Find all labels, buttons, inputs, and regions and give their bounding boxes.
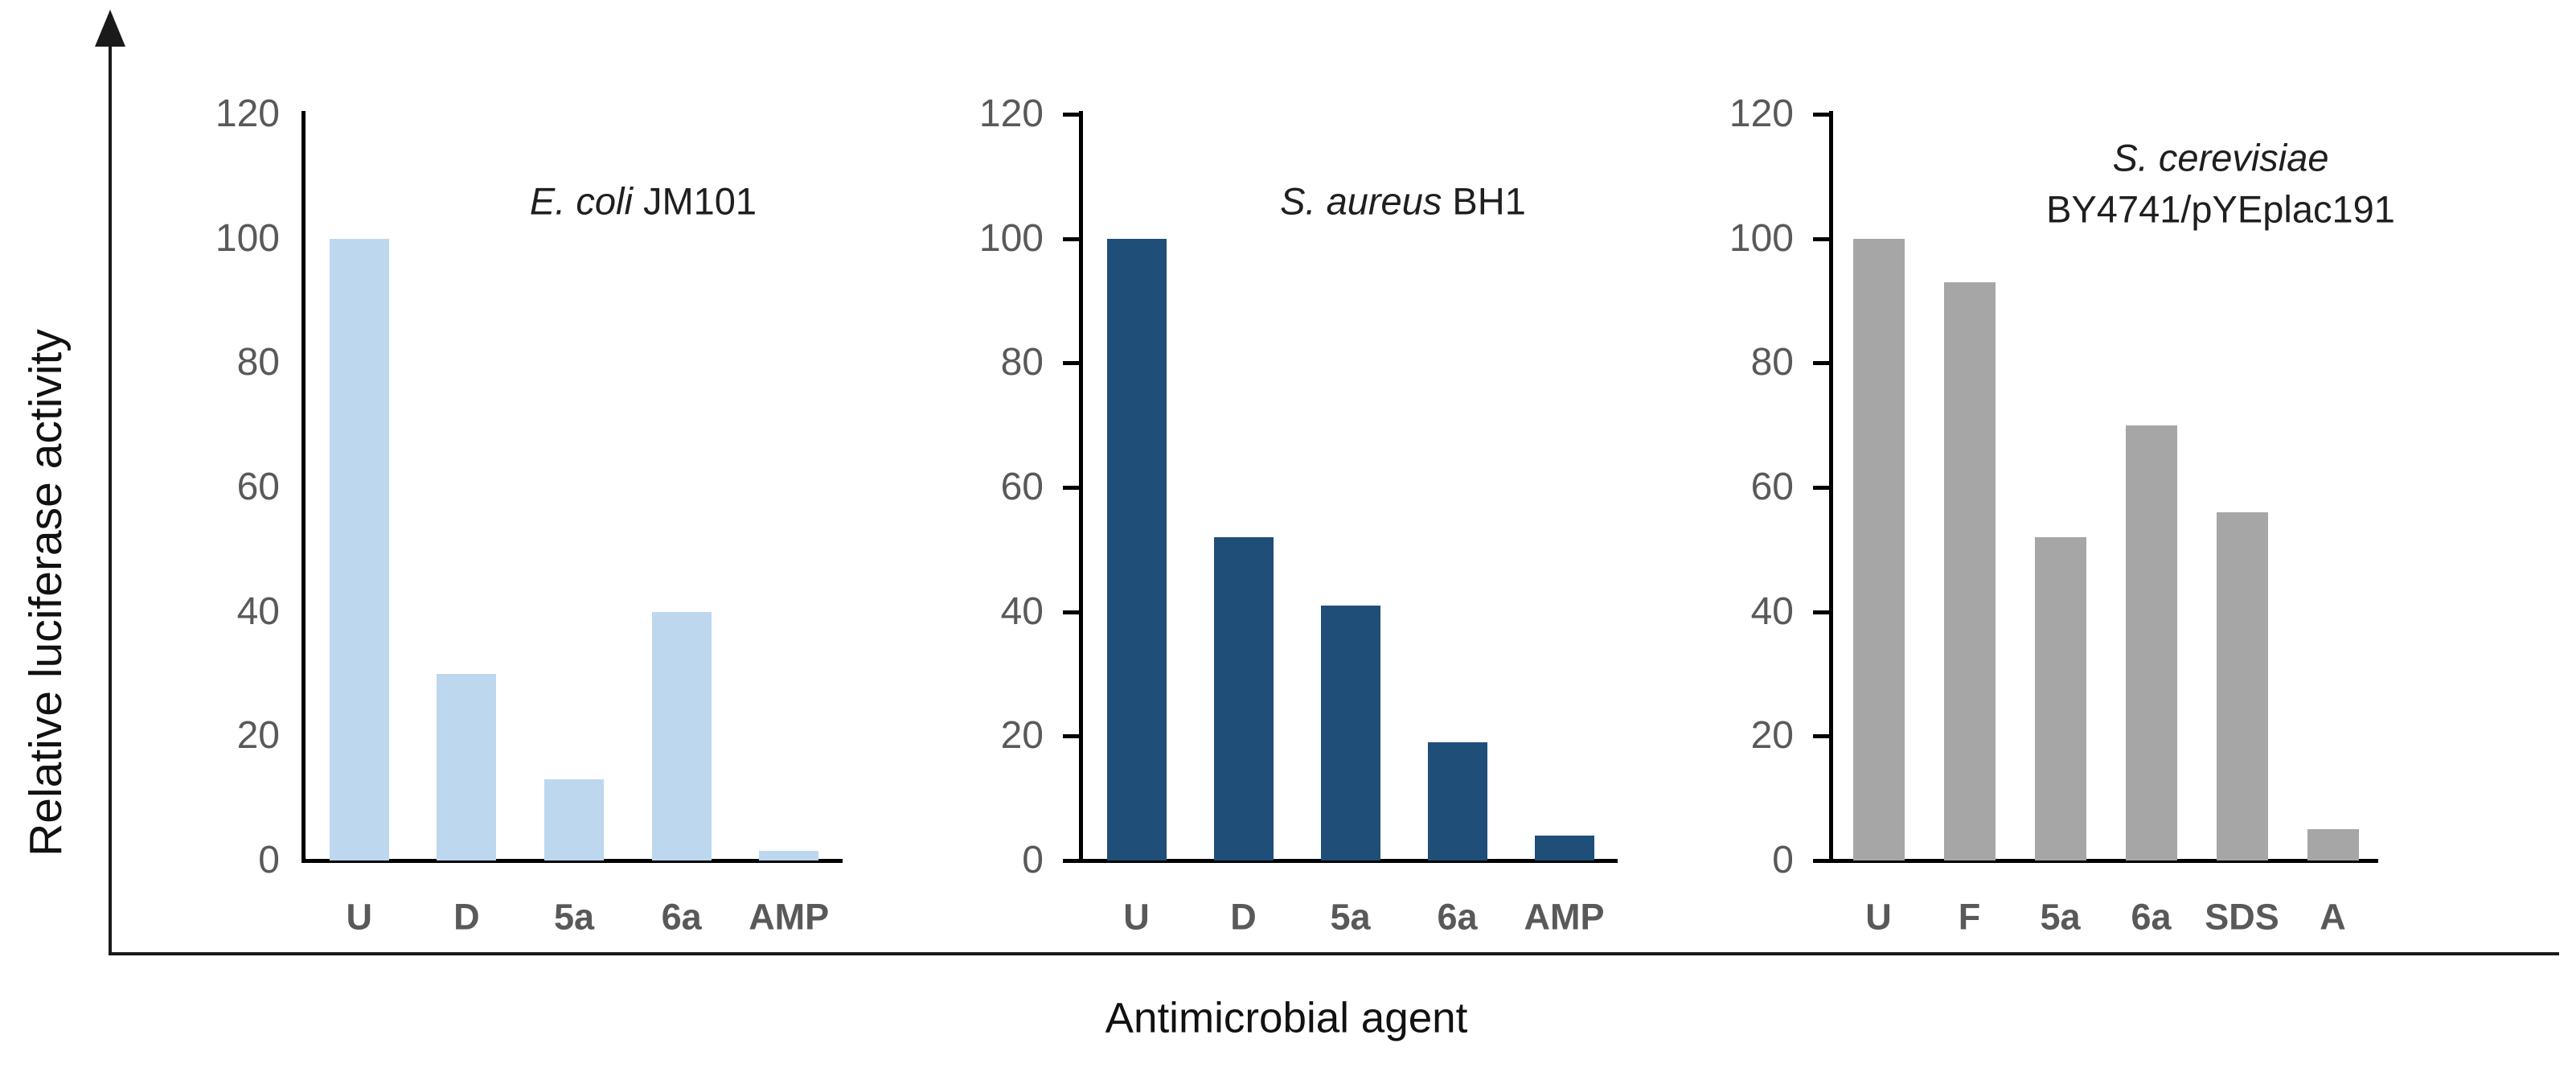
category-label-D: D <box>1230 896 1257 938</box>
category-label-5a: 5a <box>1330 896 1371 938</box>
y-tick-label: 60 <box>236 466 280 509</box>
chart-title-species: S. cerevisiae <box>2112 136 2329 179</box>
y-tick-mark <box>1813 859 1829 863</box>
chart-y-axis-line <box>301 111 306 863</box>
category-label-U: U <box>346 896 373 938</box>
chart-title: S. aureus BH1 <box>1280 183 1526 220</box>
y-tick-mark <box>1813 113 1829 117</box>
y-tick-label: 60 <box>1750 466 1794 509</box>
category-label-6a: 6a <box>2131 896 2172 938</box>
category-label-U: U <box>1123 896 1150 938</box>
bar-AMP <box>1535 836 1594 861</box>
chart-title-strain: BH1 <box>1442 179 1526 223</box>
category-label-U: U <box>1865 896 1892 938</box>
chart-y-axis-line <box>1829 111 1833 863</box>
chart-x-baseline <box>1829 859 2378 863</box>
y-tick-label: 100 <box>978 216 1044 260</box>
chart-y-axis-line <box>1079 111 1083 863</box>
y-tick-label: 80 <box>1000 341 1044 384</box>
category-label-5a: 5a <box>2040 896 2081 938</box>
y-tick-label: 0 <box>1772 839 1794 881</box>
y-tick-mark <box>1813 610 1829 614</box>
y-tick-label: 100 <box>215 216 280 260</box>
category-label-A: A <box>2320 896 2346 938</box>
bar-U <box>1853 239 1905 861</box>
y-tick-label: 120 <box>1729 92 1794 136</box>
chart-title: S. cerevisiae <box>2112 139 2328 177</box>
category-label-AMP: AMP <box>749 896 830 938</box>
y-axis-label: Relative luciferase activity <box>20 329 72 856</box>
y-tick-mark <box>1063 610 1079 614</box>
x-axis-baseline <box>109 952 2559 955</box>
chart-x-baseline <box>301 859 843 863</box>
chart-title: E. coli JM101 <box>530 183 757 220</box>
y-tick-label: 20 <box>1000 714 1044 758</box>
category-label-AMP: AMP <box>1524 896 1605 938</box>
y-tick-mark <box>1063 361 1079 366</box>
category-label-D: D <box>453 896 480 938</box>
category-label-SDS: SDS <box>2205 896 2279 938</box>
x-axis-label: Antimicrobial agent <box>1105 994 1468 1042</box>
bar-5a <box>1321 606 1380 861</box>
bar-F <box>1944 282 1996 861</box>
bar-5a <box>2035 537 2086 861</box>
bar-6a <box>1428 742 1487 861</box>
chart-title-strain: JM101 <box>632 179 757 223</box>
bar-6a <box>2126 425 2177 861</box>
y-tick-label: 60 <box>1000 466 1044 509</box>
y-tick-mark <box>1813 361 1829 366</box>
y-tick-label: 20 <box>236 714 280 758</box>
y-tick-label: 40 <box>1750 589 1794 633</box>
y-tick-label: 20 <box>1750 714 1794 758</box>
y-tick-mark <box>1063 734 1079 739</box>
bar-5a <box>544 779 604 861</box>
category-label-F: F <box>1958 896 1981 938</box>
category-label-6a: 6a <box>1437 896 1478 938</box>
y-tick-mark <box>1813 734 1829 739</box>
chart-title-line2: BY4741/pYEplac191 <box>2046 187 2395 231</box>
bar-D <box>1214 537 1274 861</box>
chart-title-species: E. coli <box>529 179 633 223</box>
bar-SDS <box>2217 512 2268 861</box>
category-label-6a: 6a <box>661 896 702 938</box>
y-tick-label: 0 <box>258 839 280 881</box>
category-label-5a: 5a <box>553 896 595 938</box>
y-tick-label: 40 <box>1000 589 1044 633</box>
y-tick-label: 0 <box>1022 839 1044 881</box>
bar-AMP <box>759 851 818 861</box>
y-tick-mark <box>1063 859 1079 863</box>
bar-A <box>2307 829 2359 861</box>
y-axis-arrowhead-icon <box>95 10 125 47</box>
bar-D <box>437 674 496 861</box>
y-tick-label: 100 <box>1729 216 1794 260</box>
y-tick-label: 80 <box>236 341 280 384</box>
y-axis-arrow-line <box>109 42 112 954</box>
bar-6a <box>652 612 712 861</box>
y-tick-mark <box>1813 486 1829 491</box>
y-tick-mark <box>1813 236 1829 241</box>
y-tick-mark <box>1063 113 1079 117</box>
y-tick-label: 80 <box>1750 341 1794 384</box>
chart-title-species: S. aureus <box>1280 179 1442 223</box>
chart-x-baseline <box>1079 859 1618 863</box>
y-tick-label: 120 <box>215 92 280 136</box>
bar-U <box>330 239 389 861</box>
y-tick-mark <box>1063 486 1079 491</box>
y-tick-mark <box>1063 236 1079 241</box>
y-tick-label: 40 <box>236 589 280 633</box>
bar-U <box>1107 239 1167 861</box>
y-tick-label: 120 <box>978 92 1044 136</box>
